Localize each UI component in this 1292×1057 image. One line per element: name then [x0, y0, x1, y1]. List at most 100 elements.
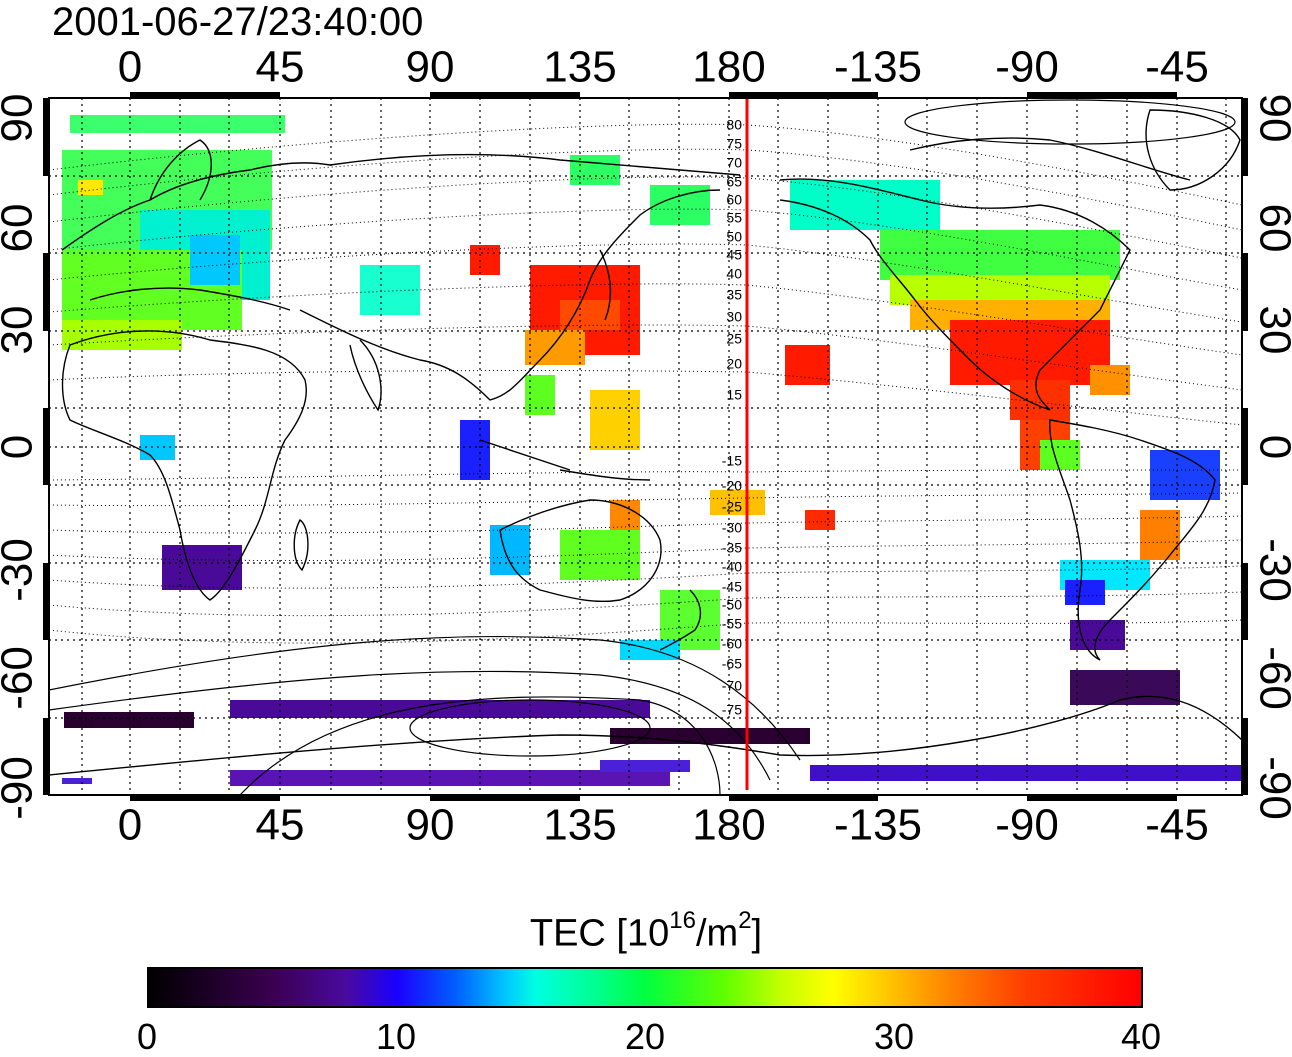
tec-patch [70, 115, 285, 133]
colorbar-tick-label: 30 [873, 1016, 915, 1057]
magnetic-latitude-label: 15 [726, 387, 742, 403]
x-tick-label-bottom: 90 [406, 801, 455, 850]
y-tick-label-left: -30 [0, 538, 42, 602]
magnetic-latitude-label: 45 [726, 247, 742, 263]
magnetic-latitude-label: -25 [722, 499, 742, 515]
tec-patch [570, 155, 620, 185]
magnetic-latitude-label: -70 [722, 678, 742, 694]
x-tick-label-top: 0 [118, 43, 142, 92]
y-tick-label-right: 30 [1250, 306, 1292, 355]
y-tick-label-right: 0 [1250, 435, 1292, 459]
tec-patch [790, 180, 940, 230]
tec-patch [560, 530, 640, 580]
tec-patch [360, 265, 420, 315]
colorbar-title-unit-exponent: 2 [738, 907, 752, 934]
y-axis-left-labels: 90 60 30 0 -30 -60 -90 [0, 94, 42, 820]
y-axis-right-labels: 90 60 30 0 -30 -60 -90 [1250, 94, 1292, 820]
tec-patch [490, 525, 530, 575]
x-tick-label-top: 180 [692, 43, 765, 92]
x-tick-label-bottom: 180 [692, 801, 765, 850]
magnetic-latitude-label: 80 [726, 117, 742, 133]
x-tick-label-bottom: 45 [256, 801, 305, 850]
magnetic-latitude-label: -55 [722, 616, 742, 632]
colorbar-title: TEC [1016/m2] [0, 904, 1292, 955]
colorbar-title-prefix: TEC [10 [529, 912, 670, 955]
y-tick-label-right: -60 [1250, 646, 1292, 710]
coastlines [49, 109, 1242, 776]
tec-patch [610, 728, 810, 744]
magnetic-latitude-label: 20 [726, 356, 742, 372]
colorbar-title-suffix: ] [751, 912, 763, 955]
tec-patch [1150, 450, 1220, 500]
tec-patch [1070, 620, 1125, 650]
tec-patch [190, 235, 240, 285]
y-tick-label-left: 90 [0, 94, 42, 143]
tec-patch [785, 345, 830, 385]
magnetic-contours [49, 123, 1242, 644]
x-axis-bottom-labels: 0 45 90 135 180 -135 -90 -45 [118, 801, 1209, 850]
tec-patch [62, 778, 92, 784]
magnetic-latitude-labels: 80 75 70 65 60 55 50 45 40 35 30 25 20 15 -15 -20 -25 -30… [722, 117, 742, 718]
tec-patch [525, 330, 585, 365]
magnetic-latitude-label: 60 [726, 192, 742, 208]
tec-map: 80 75 70 65 60 55 50 45 40 35 30 25 20 15 -15 -20 -25 -30… [0, 43, 1292, 850]
magnetic-latitude-label: 35 [726, 287, 742, 303]
colorbar-tick-label: 20 [624, 1016, 666, 1057]
magnetic-latitude-label: 25 [726, 331, 742, 347]
y-tick-label-left: 30 [0, 306, 42, 355]
magnetic-latitude-label: 30 [726, 309, 742, 325]
tec-patch [590, 390, 640, 450]
magnetic-latitude-label: 40 [726, 266, 742, 282]
tec-patch [950, 320, 1110, 385]
tec-patch [1090, 365, 1130, 395]
tec-patch [1040, 440, 1080, 470]
y-tick-label-right: -90 [1250, 756, 1292, 820]
x-tick-label-top: -90 [995, 43, 1059, 92]
tec-patch [600, 760, 690, 772]
tec-patch [470, 245, 500, 275]
graticule [49, 98, 1242, 795]
magnetic-latitude-label: -20 [722, 478, 742, 494]
magnetic-latitude-label: -50 [722, 597, 742, 613]
colorbar-title-exponent: 16 [669, 907, 696, 934]
magnetic-latitude-label: -45 [722, 579, 742, 595]
map-title: 2001-06-27/23:40:00 [52, 0, 424, 44]
colorbar [147, 967, 1143, 1008]
x-tick-label-bottom: 0 [118, 801, 142, 850]
x-tick-label-bottom: 135 [543, 801, 616, 850]
magnetic-latitude-label: 65 [726, 174, 742, 190]
y-tick-label-right: -30 [1250, 538, 1292, 602]
x-tick-label-bottom: -45 [1145, 801, 1209, 850]
tec-patch [78, 180, 103, 195]
magnetic-latitude-label: -60 [722, 636, 742, 652]
tec-patch [230, 770, 670, 786]
magnetic-latitude-label: 75 [726, 136, 742, 152]
y-tick-label-left: 0 [0, 435, 42, 459]
tec-patch [810, 765, 1242, 781]
magnetic-latitude-label: -35 [722, 540, 742, 556]
colorbar-title-unit: /m [695, 912, 739, 955]
tec-patch [710, 490, 765, 515]
y-tick-label-left: 60 [0, 204, 42, 253]
tec-patch [610, 500, 640, 530]
tec-patch [1070, 670, 1180, 705]
magnetic-latitude-label: -65 [722, 656, 742, 672]
magnetic-latitude-label: 50 [726, 229, 742, 245]
x-tick-label-top: 45 [256, 43, 305, 92]
magnetic-latitude-label: 70 [726, 155, 742, 171]
colorbar-tick-label: 40 [1120, 1016, 1162, 1057]
x-tick-label-top: -135 [834, 43, 922, 92]
colorbar-tick-label: 0 [136, 1016, 158, 1057]
tec-patch [460, 420, 490, 480]
magnetic-latitude-label: -40 [722, 559, 742, 575]
y-tick-label-right: 60 [1250, 204, 1292, 253]
y-tick-label-left: -60 [0, 646, 42, 710]
magnetic-latitude-label: -30 [722, 520, 742, 536]
colorbar-tick-label: 10 [375, 1016, 417, 1057]
border-bars [43, 92, 1248, 801]
tec-patch [64, 712, 194, 728]
y-tick-label-left: -90 [0, 756, 42, 820]
x-tick-label-bottom: -135 [834, 801, 922, 850]
x-tick-label-top: 135 [543, 43, 616, 92]
tec-patch [805, 510, 835, 530]
